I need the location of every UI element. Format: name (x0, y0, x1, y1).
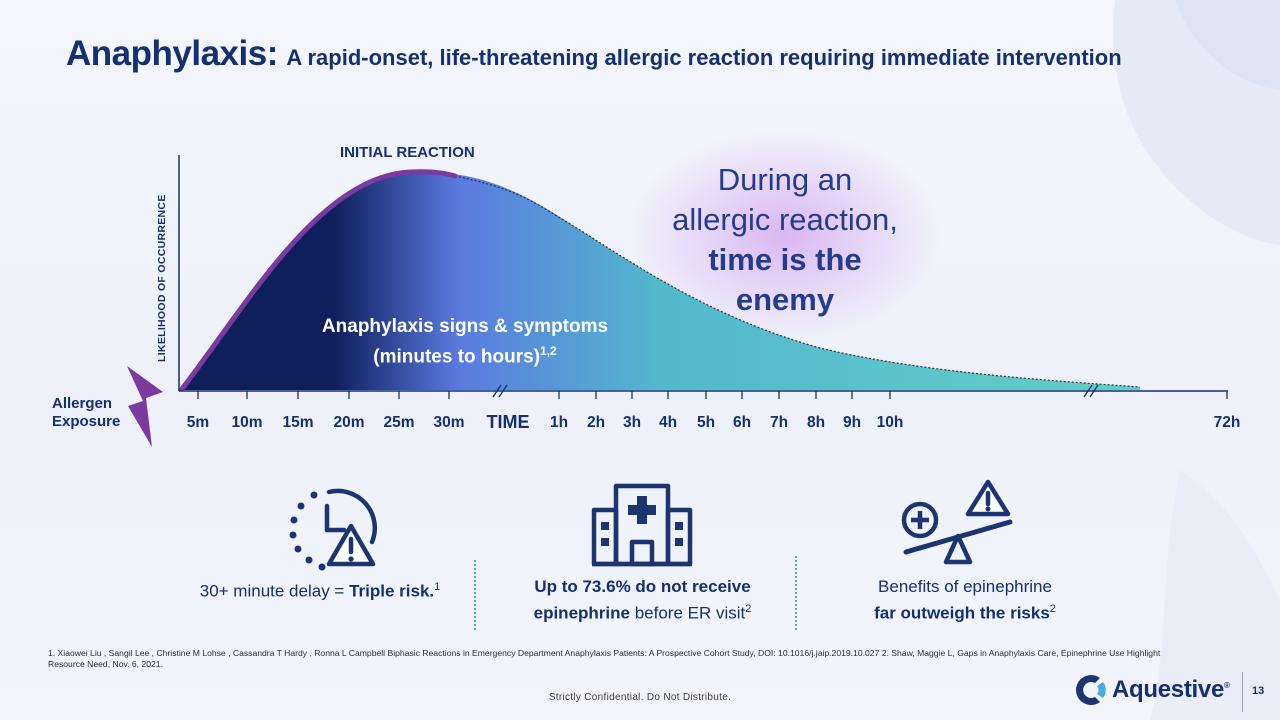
x-tick-label-9h: 9h (842, 414, 862, 431)
clock-warning-icon (289, 488, 378, 571)
brand-name-text: Aquestive (1112, 676, 1225, 703)
symptoms-label-line2: (minutes to hours) (373, 346, 541, 368)
allergen-exposure-arrow (127, 366, 163, 447)
title-subtitle: A rapid-onset, life-threatening allergic… (286, 45, 1122, 70)
stat-benefits-line2: far outweigh the risks2 (820, 598, 1110, 625)
stat-benefits-bold: far outweigh the risks (874, 603, 1050, 623)
stat-benefits: Benefits of epinephrine far outweigh the… (820, 576, 1110, 625)
confidential-notice: Strictly Confidential. Do Not Distribute… (548, 692, 732, 703)
brand-name: Aquestive® (1112, 676, 1230, 704)
stat-gap-line1: Up to 73.6% do not receive (490, 576, 795, 598)
stat-benefits-line1: Benefits of epinephrine (878, 577, 1052, 596)
stat-gap-bold1: Up to 73.6% do not receive (534, 577, 751, 596)
stat-gap-ref: 2 (745, 603, 752, 615)
reaction-curve-area (180, 171, 1140, 390)
symptoms-label-line1: Anaphylaxis signs & symptoms (321, 316, 609, 337)
x-tick-label-2h: 2h (586, 414, 606, 431)
time-callout: During an allergic reaction, time is the… (630, 130, 940, 340)
allergen-exposure-label: Allergen Exposure (52, 395, 137, 431)
initial-reaction-line (179, 169, 458, 392)
x-tick-label-3h: 3h (622, 414, 642, 431)
stat-gap-plain2: before ER visit (629, 603, 746, 623)
symptoms-label-line2-wrap: (minutes to hours)1,2 (270, 339, 660, 369)
slide-title: Anaphylaxis: A rapid-onset, life-threate… (66, 34, 1122, 74)
brand-mark: ® (1224, 681, 1230, 690)
x-tick-label-5h: 5h (696, 414, 716, 431)
aquestive-logo-mark-icon (1076, 675, 1106, 705)
x-tick-label-20m: 20m (333, 414, 365, 431)
logo-divider (1242, 672, 1243, 712)
aquestive-logo: Aquestive® (1070, 670, 1230, 710)
stat-gap-line2: epinephrine before ER visit2 (490, 598, 795, 625)
x-tick-label-15m: 15m (282, 414, 314, 431)
x-tick-label-4h: 4h (658, 414, 678, 431)
y-axis-label: LIKELIHOOD OF OCCURRENCE (156, 194, 168, 362)
symptoms-label-ref: 1,2 (540, 344, 557, 358)
x-tick-label-8h: 8h (806, 414, 826, 431)
stat-gap-bold2: epinephrine (533, 603, 630, 623)
x-axis-tick-marks (197, 391, 1228, 399)
axis-break-right (1083, 384, 1099, 398)
axis-break-left (492, 384, 508, 398)
x-tick-label-7h: 7h (769, 414, 789, 431)
stat-benefits-ref: 2 (1049, 603, 1056, 615)
x-tick-label-10h: 10h (876, 414, 904, 431)
stat-delay-plain: 30+ minute delay = (199, 581, 350, 601)
symptoms-label: Anaphylaxis signs & symptoms (minutes to… (270, 314, 660, 369)
scale-benefit-risk-icon (901, 479, 1013, 565)
stat-delay: 30+ minute delay = Triple risk.1 (170, 576, 470, 603)
callout-bold-line2: enemy (735, 282, 835, 317)
callout-line2: allergic reaction, (672, 202, 898, 237)
x-tick-label-10m: 10m (231, 414, 263, 431)
references-footnote: 1. Xiaowei Liu , Sangil Lee , Christine … (48, 648, 1161, 669)
x-tick-label-25m: 25m (383, 414, 415, 431)
stat-divider-1 (474, 560, 476, 630)
callout-line1: During an (717, 162, 853, 197)
x-tick-label-5m: 5m (186, 414, 210, 431)
allergen-exposure-text: Allergen Exposure (52, 395, 121, 430)
page-number: 13 (1252, 685, 1265, 697)
callout-bold-line1: time is the (708, 242, 862, 277)
x-tick-label-6h: 6h (732, 414, 752, 431)
x-tick-label-30m: 30m (433, 414, 465, 431)
title-main: Anaphylaxis: (66, 34, 278, 73)
hospital-icon (591, 483, 693, 567)
stat-epinephrine-gap: Up to 73.6% do not receive epinephrine b… (490, 576, 795, 625)
initial-reaction-label: INITIAL REACTION (340, 144, 475, 161)
stat-divider-2 (795, 556, 797, 630)
reaction-curve-outline (454, 175, 1141, 388)
x-tick-label-1h: 1h (549, 414, 569, 431)
x-axis-title: TIME (486, 412, 530, 432)
stat-delay-ref: 1 (434, 581, 441, 593)
stat-delay-bold: Triple risk. (349, 581, 435, 601)
x-tick-label-72h: 72h (1213, 414, 1241, 431)
